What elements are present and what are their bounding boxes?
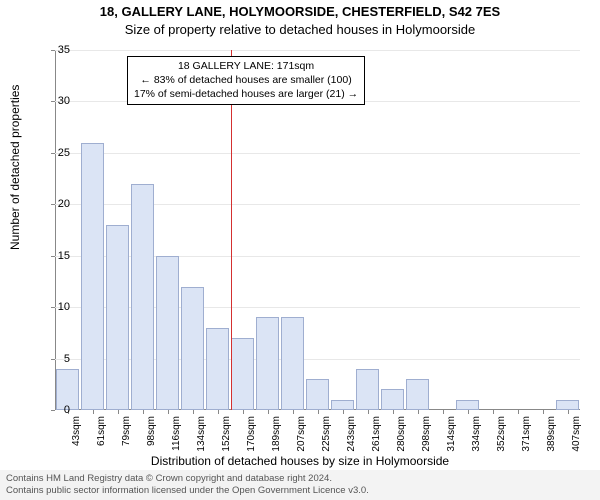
histogram-bar — [381, 389, 405, 410]
histogram-bar — [131, 184, 155, 410]
ytick-label: 20 — [50, 198, 70, 210]
ytick-label: 25 — [50, 147, 70, 159]
chart-container: 18, GALLERY LANE, HOLYMOORSIDE, CHESTERF… — [0, 0, 600, 500]
chart-title: 18, GALLERY LANE, HOLYMOORSIDE, CHESTERF… — [0, 4, 600, 19]
histogram-bar — [306, 379, 330, 410]
histogram-bar — [556, 400, 580, 410]
xtick-mark — [293, 410, 294, 414]
y-axis-label: Number of detached properties — [8, 85, 22, 250]
histogram-bar — [281, 317, 305, 410]
ytick-label: 15 — [50, 250, 70, 262]
ytick-label: 0 — [50, 404, 70, 416]
annotation-line: 18 GALLERY LANE: 171sqm — [134, 59, 358, 73]
histogram-bar — [156, 256, 180, 410]
histogram-bar — [181, 287, 205, 410]
xtick-mark — [243, 410, 244, 414]
xtick-mark — [168, 410, 169, 414]
xtick-mark — [543, 410, 544, 414]
histogram-bar — [456, 400, 480, 410]
xtick-mark — [418, 410, 419, 414]
ytick-label: 30 — [50, 95, 70, 107]
xtick-mark — [318, 410, 319, 414]
footer-line: Contains HM Land Registry data © Crown c… — [6, 473, 594, 485]
xtick-mark — [143, 410, 144, 414]
histogram-bar — [231, 338, 255, 410]
xtick-mark — [393, 410, 394, 414]
histogram-bar — [356, 369, 380, 410]
xtick-mark — [518, 410, 519, 414]
ytick-label: 10 — [50, 301, 70, 313]
xtick-mark — [568, 410, 569, 414]
histogram-bar — [206, 328, 230, 410]
gridline — [55, 153, 580, 154]
xtick-mark — [493, 410, 494, 414]
xtick-mark — [268, 410, 269, 414]
histogram-bar — [331, 400, 355, 410]
gridline — [55, 50, 580, 51]
plot-area: 43sqm61sqm79sqm98sqm116sqm134sqm152sqm17… — [55, 50, 580, 410]
footer-line: Contains public sector information licen… — [6, 485, 594, 497]
x-axis-label: Distribution of detached houses by size … — [0, 454, 600, 468]
xtick-mark — [93, 410, 94, 414]
xtick-mark — [468, 410, 469, 414]
chart-subtitle: Size of property relative to detached ho… — [0, 22, 600, 37]
histogram-bar — [256, 317, 280, 410]
ytick-label: 35 — [50, 44, 70, 56]
attribution-footer: Contains HM Land Registry data © Crown c… — [0, 470, 600, 500]
histogram-bar — [106, 225, 130, 410]
xtick-mark — [218, 410, 219, 414]
ytick-label: 5 — [50, 353, 70, 365]
histogram-bar — [406, 379, 430, 410]
xtick-mark — [193, 410, 194, 414]
annotation-line: ← 83% of detached houses are smaller (10… — [134, 73, 358, 87]
xtick-mark — [343, 410, 344, 414]
annotation-line: 17% of semi-detached houses are larger (… — [134, 87, 358, 101]
xtick-mark — [118, 410, 119, 414]
xtick-mark — [368, 410, 369, 414]
histogram-bar — [81, 143, 105, 410]
xtick-mark — [443, 410, 444, 414]
annotation-box: 18 GALLERY LANE: 171sqm← 83% of detached… — [127, 56, 365, 105]
